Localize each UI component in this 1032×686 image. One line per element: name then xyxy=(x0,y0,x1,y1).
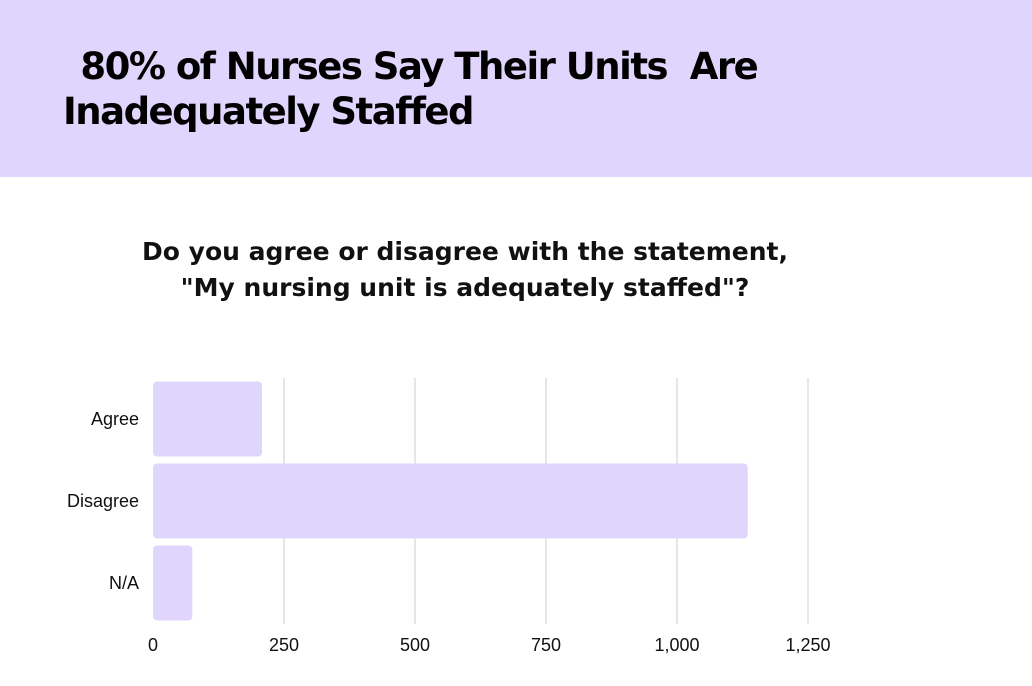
x-tick-label: 0 xyxy=(148,635,158,655)
chart-title-line-1: Do you agree or disagree with the statem… xyxy=(142,237,788,266)
x-tick-label: 500 xyxy=(400,635,430,655)
bar-chart: Agree Disagree N/A 0 250 500 750 1,000 1,250 xyxy=(67,378,831,655)
chart-title: Do you agree or disagree with the statem… xyxy=(0,234,930,306)
category-label: Disagree xyxy=(67,491,139,511)
x-tick-label: 1,250 xyxy=(785,635,830,655)
x-tick-label: 1,000 xyxy=(654,635,699,655)
page-title-line-1: 80% of Nurses Say Their Units Are xyxy=(69,45,758,88)
x-tick-label: 750 xyxy=(531,635,561,655)
category-labels: Agree Disagree N/A xyxy=(67,409,139,593)
chart-title-line-2: "My nursing unit is adequately staffed"? xyxy=(180,273,750,302)
page-title-line-2: Inadequately Staffed xyxy=(63,90,475,133)
bars xyxy=(153,381,748,621)
bar-n-a xyxy=(153,545,193,621)
category-label: N/A xyxy=(109,573,139,593)
header-banner: 80% of Nurses Say Their Units Are Inadeq… xyxy=(0,0,1032,177)
x-tick-label: 250 xyxy=(269,635,299,655)
bar-agree xyxy=(153,381,262,457)
category-label: Agree xyxy=(91,409,139,429)
x-axis-tick-labels: 0 250 500 750 1,000 1,250 xyxy=(148,635,831,655)
page-title: 80% of Nurses Say Their Units Are Inadeq… xyxy=(63,44,963,134)
bar-disagree xyxy=(153,463,748,539)
